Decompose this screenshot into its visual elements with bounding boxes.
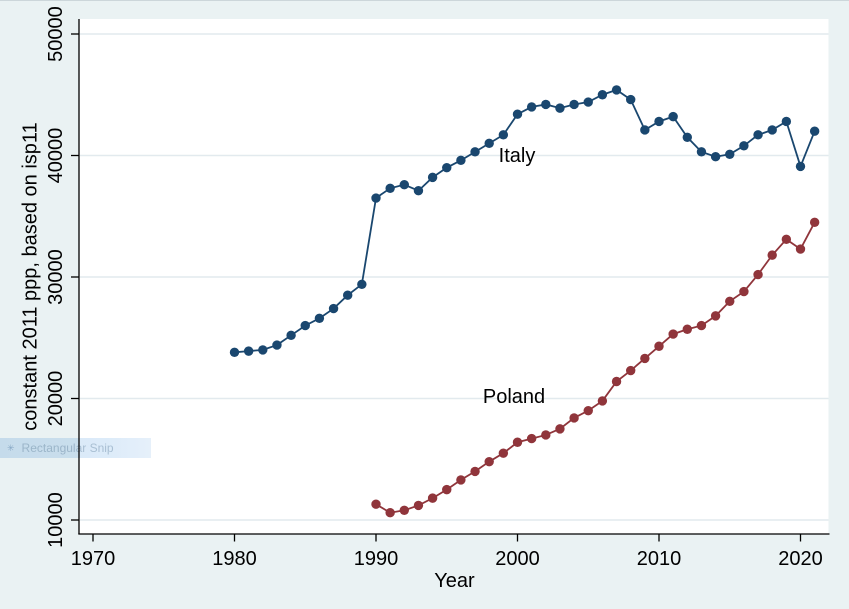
x-tick-label: 2000 xyxy=(495,548,540,570)
series-point-italy xyxy=(526,102,537,112)
series-point-poland xyxy=(611,376,622,387)
series-point-poland xyxy=(526,433,537,444)
series-point-italy xyxy=(470,147,480,157)
series-point-poland xyxy=(696,320,707,331)
series-point-italy xyxy=(427,172,438,183)
x-tick-label: 2020 xyxy=(778,548,823,570)
series-point-poland xyxy=(541,430,551,440)
series-point-italy xyxy=(456,155,466,166)
snip-asterisk-icon: ✳ xyxy=(7,442,15,453)
series-point-poland xyxy=(413,500,424,511)
series-point-poland xyxy=(795,244,806,254)
x-tick-label: 1980 xyxy=(212,548,257,570)
series-point-italy xyxy=(668,111,678,122)
series-point-poland xyxy=(470,466,480,477)
series-point-italy xyxy=(272,340,282,350)
series-point-poland xyxy=(385,508,395,518)
series-point-italy xyxy=(357,279,367,289)
x-tick-label: 1970 xyxy=(71,548,116,570)
series-point-italy xyxy=(286,330,296,341)
series-point-poland xyxy=(399,505,409,515)
series-point-poland xyxy=(569,413,579,423)
series-point-poland xyxy=(725,296,735,306)
y-axis-title: constant 2011 ppp, based on isp11 xyxy=(19,122,42,431)
x-tick-label: 1990 xyxy=(354,548,399,570)
series-point-italy xyxy=(682,132,692,142)
y-tick-label: 50000 xyxy=(45,6,67,62)
series-point-italy xyxy=(710,152,721,162)
series-point-poland xyxy=(753,269,763,280)
series-label-poland: Poland xyxy=(482,386,546,408)
series-point-poland xyxy=(781,234,792,245)
series-point-poland xyxy=(767,250,777,260)
series-point-italy xyxy=(809,126,820,136)
series-point-italy xyxy=(795,161,806,172)
series-point-italy xyxy=(258,345,268,355)
series-point-italy xyxy=(371,193,381,203)
series-point-italy xyxy=(343,290,353,300)
series-point-italy xyxy=(555,103,565,113)
series-point-poland xyxy=(640,353,650,364)
series-point-poland xyxy=(456,475,466,485)
series-point-italy xyxy=(597,90,608,100)
series-point-poland xyxy=(442,484,452,495)
series-point-poland xyxy=(371,499,381,509)
x-axis-title: Year xyxy=(434,570,475,592)
series-point-italy xyxy=(399,179,409,190)
series-point-poland xyxy=(668,329,678,339)
x-tick-label: 2010 xyxy=(637,548,682,570)
series-point-poland xyxy=(739,286,749,297)
series-point-poland xyxy=(682,324,692,334)
series-point-italy xyxy=(229,347,240,358)
series-point-poland xyxy=(484,456,494,467)
series-point-italy xyxy=(626,94,636,105)
rectangular-snip-tooltip: ✳ Rectangular Snip xyxy=(0,438,151,458)
series-point-italy xyxy=(753,130,763,140)
series-point-italy xyxy=(300,320,310,331)
series-point-italy xyxy=(781,116,792,127)
snip-tooltip-label: Rectangular Snip xyxy=(21,441,114,455)
series-point-italy xyxy=(583,97,593,107)
series-point-italy xyxy=(328,303,339,314)
series-point-poland xyxy=(597,396,608,406)
series-point-poland xyxy=(626,365,636,376)
series-point-poland xyxy=(654,341,664,351)
series-point-poland xyxy=(498,448,509,458)
y-tick-label: 40000 xyxy=(45,128,67,184)
series-point-poland xyxy=(583,405,593,416)
series-point-poland xyxy=(809,217,820,228)
y-tick-label: 10000 xyxy=(45,492,67,548)
series-point-italy xyxy=(541,99,551,110)
series-point-italy xyxy=(243,346,254,356)
series-point-italy xyxy=(611,85,622,95)
series-point-italy xyxy=(640,125,650,135)
series-point-italy xyxy=(512,109,523,119)
series-point-italy xyxy=(314,313,325,324)
series-point-italy xyxy=(498,130,509,140)
series-point-italy xyxy=(696,147,707,157)
series-point-italy xyxy=(413,186,424,196)
series-point-italy xyxy=(385,183,395,194)
y-tick-label: 30000 xyxy=(45,249,67,305)
series-point-italy xyxy=(654,116,664,127)
series-point-italy xyxy=(739,141,749,151)
series-point-italy xyxy=(767,125,777,135)
series-point-poland xyxy=(555,424,565,434)
series-point-italy xyxy=(569,99,579,110)
series-point-poland xyxy=(427,493,438,503)
y-tick-label: 20000 xyxy=(45,371,67,427)
series-point-italy xyxy=(725,149,735,159)
series-point-italy xyxy=(442,162,452,173)
series-point-poland xyxy=(512,437,523,447)
series-point-poland xyxy=(710,311,721,321)
series-point-italy xyxy=(484,138,494,149)
series-label-italy: Italy xyxy=(498,145,536,167)
